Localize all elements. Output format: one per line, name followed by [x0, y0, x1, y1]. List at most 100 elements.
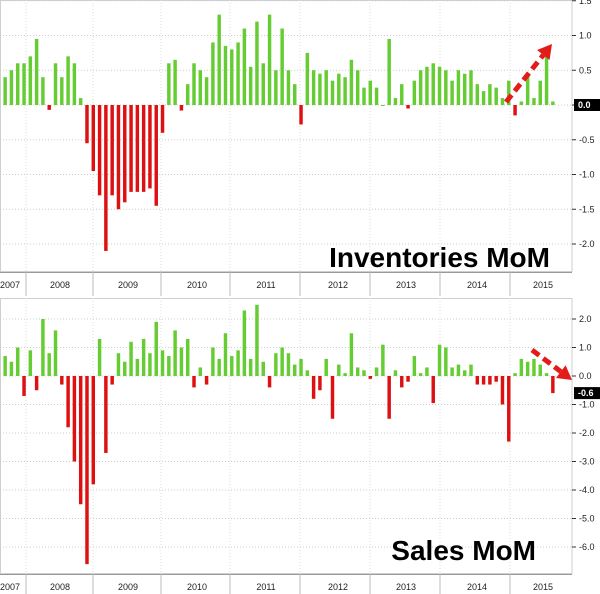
bar — [255, 304, 259, 376]
bar — [349, 333, 354, 376]
bar — [41, 77, 45, 105]
bar — [393, 370, 398, 376]
bar — [22, 63, 26, 105]
bar — [28, 56, 33, 105]
bar — [507, 376, 511, 442]
bar — [236, 42, 240, 105]
bar — [418, 373, 423, 376]
bar — [85, 105, 89, 144]
panel-1: 1.51.00.50.0-0.5-1.0-1.5-2.00.0200720082… — [0, 0, 600, 296]
x-tick-label: 2007 — [0, 280, 20, 290]
bar — [494, 376, 498, 382]
bar — [34, 38, 39, 106]
bar — [204, 77, 209, 105]
bar — [230, 49, 234, 105]
bar — [53, 330, 58, 376]
bar — [286, 70, 291, 105]
bar — [204, 376, 209, 385]
y-tick-label: 1.0 — [579, 31, 592, 41]
bar — [28, 350, 33, 376]
bar — [374, 87, 379, 106]
bar — [500, 376, 505, 405]
bar — [274, 353, 278, 376]
bar — [494, 87, 498, 106]
bar — [525, 361, 530, 376]
bar — [525, 73, 530, 105]
bar — [261, 361, 265, 376]
bar — [343, 77, 347, 105]
x-tick-label: 2012 — [328, 280, 348, 290]
bar — [500, 98, 505, 105]
bar — [475, 84, 480, 105]
bar — [519, 101, 524, 105]
bar — [551, 101, 555, 105]
bar — [387, 38, 391, 106]
bar — [381, 344, 385, 376]
bar — [280, 347, 284, 376]
bar — [488, 376, 492, 385]
bar — [330, 80, 335, 105]
bar — [173, 59, 177, 105]
bar — [248, 358, 253, 376]
x-tick-label: 2013 — [396, 582, 416, 592]
bar — [318, 376, 322, 391]
chart-title: Inventories MoM — [329, 242, 550, 273]
bar — [318, 73, 322, 105]
bar — [400, 376, 404, 388]
bar — [337, 73, 341, 105]
x-tick-label: 2010 — [187, 280, 207, 290]
bar — [456, 364, 461, 376]
x-tick-label: 2007 — [0, 582, 20, 592]
bar — [400, 84, 404, 105]
bar — [160, 105, 165, 133]
bar — [110, 105, 114, 196]
bar — [286, 353, 291, 376]
bar — [330, 376, 335, 419]
bar — [148, 353, 152, 376]
bar — [368, 80, 373, 105]
bar — [154, 321, 158, 376]
bar — [387, 376, 391, 419]
x-tick-label: 2009 — [118, 280, 138, 290]
bar — [255, 21, 259, 106]
bar — [393, 98, 398, 105]
bar — [450, 367, 454, 376]
bar — [406, 105, 410, 109]
bar — [274, 70, 278, 105]
bar — [116, 105, 121, 210]
x-tick-label: 2014 — [467, 582, 487, 592]
bar — [412, 80, 417, 105]
y-tick-label: -5.0 — [579, 514, 595, 524]
bar — [41, 319, 45, 376]
bar — [337, 364, 341, 376]
last-value-box — [574, 99, 600, 111]
trend-arrow-head — [537, 44, 552, 60]
bar — [179, 347, 184, 376]
bar — [9, 70, 14, 105]
bar — [217, 14, 221, 105]
bar — [91, 105, 96, 172]
bar — [469, 70, 473, 105]
bar — [462, 370, 467, 376]
y-tick-label: -1.5 — [579, 204, 595, 214]
x-tick-label: 2015 — [533, 280, 553, 290]
bar — [293, 364, 297, 376]
bar — [299, 105, 303, 125]
bar — [211, 347, 215, 376]
bar — [362, 87, 366, 106]
bar — [475, 376, 480, 385]
bar — [242, 28, 247, 105]
x-tick-label: 2008 — [50, 280, 70, 290]
bar — [211, 42, 215, 105]
bar — [72, 376, 77, 462]
bar — [104, 376, 108, 453]
bar — [305, 370, 310, 376]
panel-2: 2.0 1.0 0.0 -1.0 -2.0 -3.0 -4.0 -5.0 -6.0 -0.6 200… — [0, 298, 600, 594]
bar — [293, 84, 297, 105]
last-value-label: -0.6 — [578, 388, 594, 398]
bar — [179, 105, 184, 111]
y-tick-label: 1.5 — [579, 0, 592, 6]
bar — [236, 350, 240, 376]
bar — [123, 361, 127, 376]
bar — [97, 338, 102, 376]
